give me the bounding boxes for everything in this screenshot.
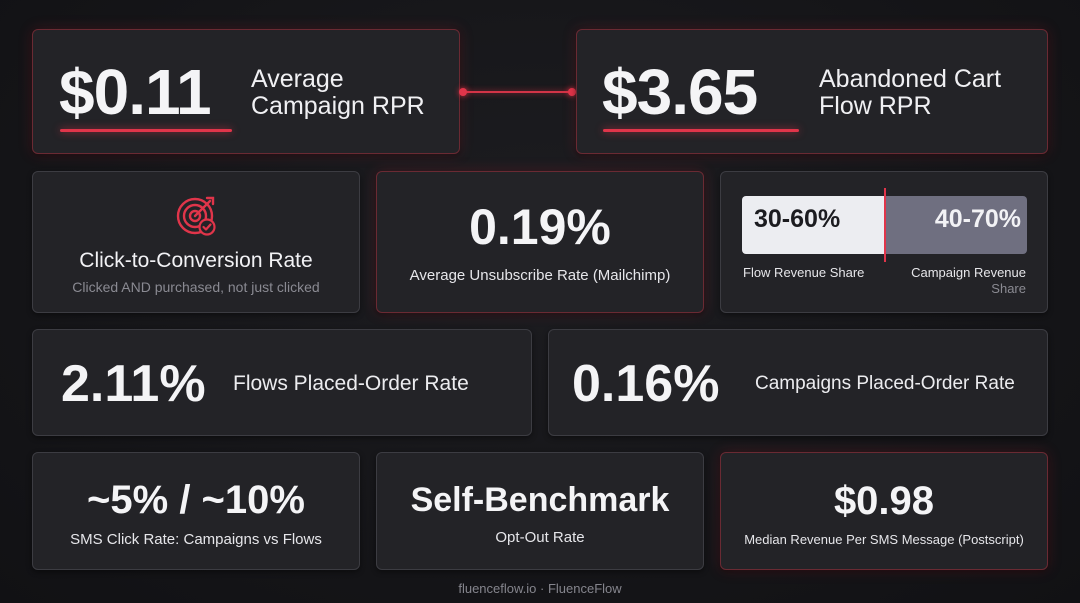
cart-rpr-underline	[603, 129, 799, 132]
campaign-share-value: 40-70%	[934, 205, 1021, 233]
ctc-card: Click-to-Conversion Rate Clicked AND pur…	[32, 171, 360, 313]
campaigns-order-label: Campaigns Placed-Order Rate	[755, 373, 1015, 394]
unsub-value: 0.19%	[469, 199, 611, 255]
unsub-card: 0.19% Average Unsubscribe Rate (Mailchim…	[376, 171, 704, 313]
unsub-label: Average Unsubscribe Rate (Mailchimp)	[409, 267, 671, 284]
flow-share-label: Flow Revenue Share	[743, 265, 865, 280]
campaigns-order-value: 0.16%	[572, 355, 720, 413]
campaign-rpr-label-1: Average	[251, 65, 344, 93]
ctc-subtitle: Clicked AND purchased, not just clicked	[72, 279, 320, 295]
campaign-share-label-1: Campaign Revenue	[911, 265, 1026, 280]
revenue-share-bar: 30-60% 40-70%	[742, 188, 1027, 262]
flow-share-value: 30-60%	[754, 205, 841, 233]
flow-share-segment: 30-60%	[742, 196, 884, 254]
share-divider	[884, 188, 886, 262]
cart-rpr-label-1: Abandoned Cart	[819, 65, 1002, 93]
sms-click-label: SMS Click Rate: Campaigns vs Flows	[70, 531, 322, 548]
sms-click-value: ~5% / ~10%	[87, 478, 305, 522]
campaign-share-segment: 40-70%	[884, 196, 1027, 254]
footer-text: fluenceflow.io · FluenceFlow	[458, 581, 622, 596]
ctc-title: Click-to-Conversion Rate	[79, 249, 313, 272]
self-benchmark-card: Self-Benchmark Opt-Out Rate	[376, 452, 704, 570]
opt-out-label: Opt-Out Rate	[495, 529, 585, 546]
flows-order-label: Flows Placed-Order Rate	[233, 372, 469, 395]
self-benchmark-value: Self-Benchmark	[410, 481, 670, 519]
cart-rpr-value: $3.65	[602, 56, 758, 128]
connector-line	[463, 91, 573, 93]
connector-dot-right	[568, 88, 576, 96]
campaign-rpr-label-2: Campaign RPR	[251, 92, 425, 120]
campaigns-order-card: 0.16% Campaigns Placed-Order Rate	[548, 329, 1048, 436]
sms-click-card: ~5% / ~10% SMS Click Rate: Campaigns vs …	[32, 452, 360, 570]
flows-order-value: 2.11%	[61, 355, 206, 413]
revenue-share-card: 30-60% 40-70% Flow Revenue Share Campaig…	[720, 171, 1048, 313]
connector-dot-left	[459, 88, 467, 96]
cart-rpr-label-2: Flow RPR	[819, 92, 932, 120]
campaign-rpr-underline	[60, 129, 232, 132]
median-revenue-value: $0.98	[833, 479, 935, 523]
flows-order-card: 2.11% Flows Placed-Order Rate	[32, 329, 532, 436]
target-icon	[176, 196, 216, 236]
campaign-share-label-2: Share	[991, 281, 1026, 296]
median-revenue-label: Median Revenue Per SMS Message (Postscri…	[744, 532, 1024, 547]
cart-rpr-card: $3.65 Abandoned Cart Flow RPR	[576, 29, 1048, 154]
campaign-rpr-value: $0.11	[59, 56, 212, 128]
campaign-rpr-card: $0.11 Average Campaign RPR	[32, 29, 460, 154]
median-revenue-card: $0.98 Median Revenue Per SMS Message (Po…	[720, 452, 1048, 570]
